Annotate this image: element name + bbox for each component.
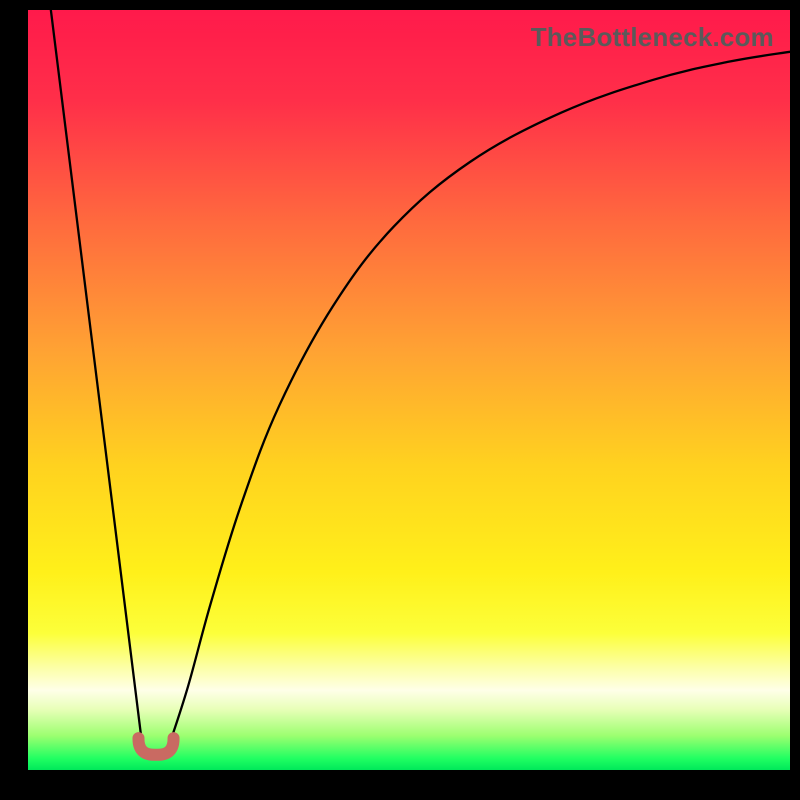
curve-left [51,10,142,746]
curve-right [169,52,790,746]
dip-marker [138,738,173,755]
watermark-text: TheBottleneck.com [531,22,774,53]
plot-area: TheBottleneck.com [28,10,790,770]
chart-container: TheBottleneck.com [0,0,800,800]
curve-layer [28,10,790,770]
